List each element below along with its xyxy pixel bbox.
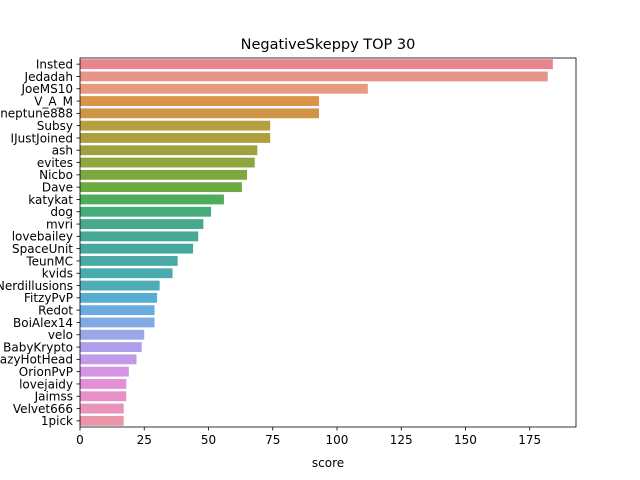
bar-16	[80, 256, 178, 266]
y-tick-label-29: 1pick	[41, 414, 73, 428]
y-tick-label-21: BoiAlex14	[13, 316, 73, 330]
y-tick-label-3: V_A_M	[34, 94, 73, 108]
y-tick-label-27: Jaimss	[34, 390, 73, 404]
bar-2	[80, 83, 368, 94]
bar-21	[80, 317, 155, 328]
bar-9	[80, 169, 248, 180]
chart-title: NegativeSkeppy TOP 30	[241, 37, 416, 53]
y-tick-label-20: Redot	[38, 303, 73, 317]
x-axis-label: score	[312, 456, 344, 470]
bar-6	[80, 133, 271, 143]
y-tick-label-7: ash	[52, 144, 73, 158]
y-tick-label-15: SpaceUnit	[12, 242, 73, 256]
y-tick-label-18: Nerdillusions	[0, 279, 73, 293]
y-tick-label-0: Insted	[36, 57, 73, 71]
bar-29	[80, 415, 124, 426]
bar-23	[80, 342, 142, 352]
y-tick-label-5: Subsy	[37, 119, 73, 133]
x-tick-label-2: 50	[201, 433, 216, 447]
bar-11	[80, 194, 224, 205]
y-tick-label-28: Velvet666	[13, 402, 73, 416]
y-tick-label-19: FitzyPvP	[24, 291, 73, 305]
bar-8	[80, 157, 255, 168]
y-tick-label-11: katykat	[28, 193, 73, 207]
bar-25	[80, 366, 129, 377]
y-tick-label-2: JoeMS10	[20, 82, 73, 96]
y-tick-label-24: CrazyHotHead	[0, 353, 73, 367]
y-tick-label-12: dog	[50, 205, 73, 219]
y-tick-label-8: evites	[37, 156, 73, 170]
x-tick-label-1: 25	[137, 433, 152, 447]
axes-spines	[79, 57, 577, 428]
x-axis-ticks: 0 25 50 75 100 125 150 175	[76, 427, 541, 447]
x-tick-label-6: 150	[454, 433, 477, 447]
y-tick-label-1: Jedadah	[24, 70, 73, 84]
bar-14	[80, 231, 199, 242]
bar-22	[80, 329, 145, 340]
y-tick-label-6: IJustJoined	[11, 131, 73, 145]
bar-1	[80, 71, 548, 82]
y-tick-label-9: Nicbo	[39, 168, 73, 182]
bar-28	[80, 403, 124, 414]
bar-3	[80, 96, 320, 106]
y-tick-label-14: lovebailey	[12, 230, 73, 244]
bar-5	[80, 120, 271, 131]
plot-frame	[79, 57, 577, 428]
bar-18	[80, 280, 160, 291]
bar-4	[80, 108, 320, 119]
bar-0	[80, 59, 553, 70]
bar-27	[80, 391, 127, 402]
bar-24	[80, 354, 137, 365]
x-tick-label-0: 0	[76, 433, 84, 447]
y-tick-label-17: kvids	[42, 267, 73, 281]
y-tick-label-16: TeunMC	[25, 254, 73, 268]
y-tick-label-26: lovejaidy	[19, 377, 73, 391]
y-axis-ticks: InstedJedadahJoeMS10V_A_Mneptune888Subsy…	[0, 57, 80, 428]
x-tick-label-3: 75	[265, 433, 280, 447]
bars-group	[80, 59, 553, 426]
bar-13	[80, 219, 204, 229]
x-tick-label-4: 100	[326, 433, 349, 447]
y-tick-label-25: OrionPvP	[19, 365, 73, 379]
y-tick-label-13: mvri	[46, 217, 73, 231]
bar-26	[80, 379, 127, 389]
bar-19	[80, 292, 158, 303]
bar-12	[80, 206, 212, 217]
y-tick-label-22: velo	[48, 328, 73, 342]
y-tick-label-23: BabyKrypto	[3, 340, 73, 354]
bar-20	[80, 305, 155, 316]
y-tick-label-10: Dave	[42, 180, 73, 194]
bar-7	[80, 145, 258, 156]
y-tick-label-4: neptune888	[0, 107, 73, 121]
x-tick-label-7: 175	[518, 433, 541, 447]
bar-17	[80, 268, 173, 279]
bar-10	[80, 182, 242, 193]
bar-15	[80, 243, 194, 254]
x-tick-label-5: 125	[390, 433, 413, 447]
